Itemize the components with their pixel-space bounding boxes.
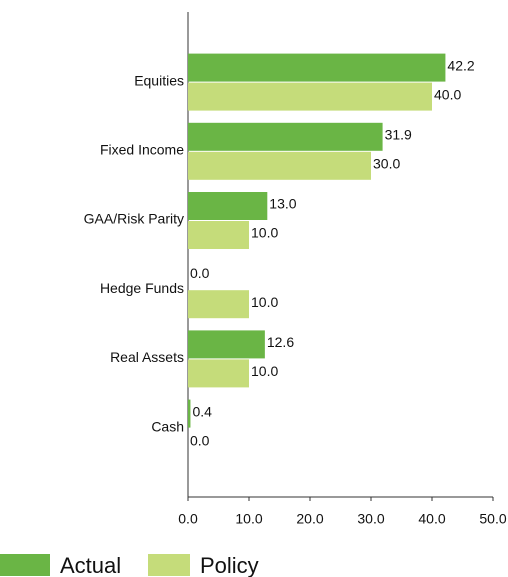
value-label: 13.0 bbox=[269, 196, 296, 212]
x-tick-label: 0.0 bbox=[178, 511, 198, 527]
y-tick-label: Real Assets bbox=[110, 349, 184, 365]
value-label: 10.0 bbox=[251, 363, 278, 379]
bar bbox=[188, 359, 249, 388]
value-label: 10.0 bbox=[251, 225, 278, 241]
value-label: 0.0 bbox=[190, 432, 210, 448]
value-label: 40.0 bbox=[434, 86, 461, 102]
bar bbox=[188, 122, 383, 151]
x-tick-label: 20.0 bbox=[296, 511, 323, 527]
bar bbox=[188, 192, 268, 220]
bar bbox=[188, 399, 191, 428]
bar bbox=[188, 221, 249, 249]
x-tick-label: 50.0 bbox=[479, 511, 506, 527]
y-tick-label: Hedge Funds bbox=[100, 280, 184, 296]
bar bbox=[188, 290, 249, 319]
value-label: 0.0 bbox=[190, 265, 210, 281]
x-tick-label: 40.0 bbox=[418, 511, 445, 527]
y-tick-label: Cash bbox=[151, 418, 184, 434]
x-tick-label: 30.0 bbox=[357, 511, 384, 527]
value-label: 0.4 bbox=[192, 403, 212, 419]
y-tick-label: GAA/Risk Parity bbox=[84, 211, 184, 227]
value-label: 31.9 bbox=[385, 127, 412, 143]
legend-swatch bbox=[148, 554, 190, 576]
y-tick-label: Equities bbox=[134, 72, 184, 88]
bar bbox=[188, 330, 265, 359]
bar bbox=[188, 82, 432, 111]
legend-label: Actual bbox=[60, 553, 121, 577]
value-label: 30.0 bbox=[373, 156, 400, 172]
value-label: 42.2 bbox=[447, 57, 474, 73]
x-tick-label: 10.0 bbox=[235, 511, 262, 527]
y-tick-label: Fixed Income bbox=[100, 142, 184, 158]
value-label: 10.0 bbox=[251, 294, 278, 310]
legend-swatch bbox=[0, 554, 50, 576]
bar bbox=[188, 151, 371, 180]
value-label: 12.6 bbox=[267, 334, 294, 350]
legend-label: Policy bbox=[200, 553, 259, 577]
bar bbox=[188, 53, 446, 82]
